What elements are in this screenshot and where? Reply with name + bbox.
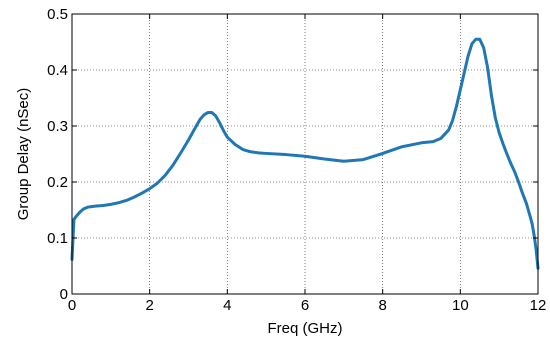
x-tick-labels: 0 2 4 6 8 10 12 xyxy=(68,297,547,314)
x-tick-label: 0 xyxy=(68,297,76,314)
y-tick-label: 0.2 xyxy=(47,174,68,191)
x-axis-label: Freq (GHz) xyxy=(268,320,343,337)
y-tick-label: 0 xyxy=(60,286,68,303)
x-tick-label: 12 xyxy=(530,297,547,314)
x-tick-label: 2 xyxy=(145,297,153,314)
x-tick-label: 8 xyxy=(378,297,386,314)
y-tick-label: 0.5 xyxy=(47,6,68,23)
y-tick-label: 0.3 xyxy=(47,118,68,135)
y-tick-label: 0.4 xyxy=(47,62,68,79)
x-tick-label: 10 xyxy=(452,297,469,314)
y-axis-label: Group Delay (nSec) xyxy=(15,88,32,221)
tick-marks xyxy=(71,13,539,295)
x-tick-label: 4 xyxy=(223,297,231,314)
x-tick-label: 6 xyxy=(301,297,309,314)
series-layer xyxy=(70,37,540,270)
y-tick-labels: 0 0.1 0.2 0.3 0.4 0.5 xyxy=(47,6,68,303)
y-tick-label: 0.1 xyxy=(47,230,68,247)
group-delay-line xyxy=(70,37,540,270)
